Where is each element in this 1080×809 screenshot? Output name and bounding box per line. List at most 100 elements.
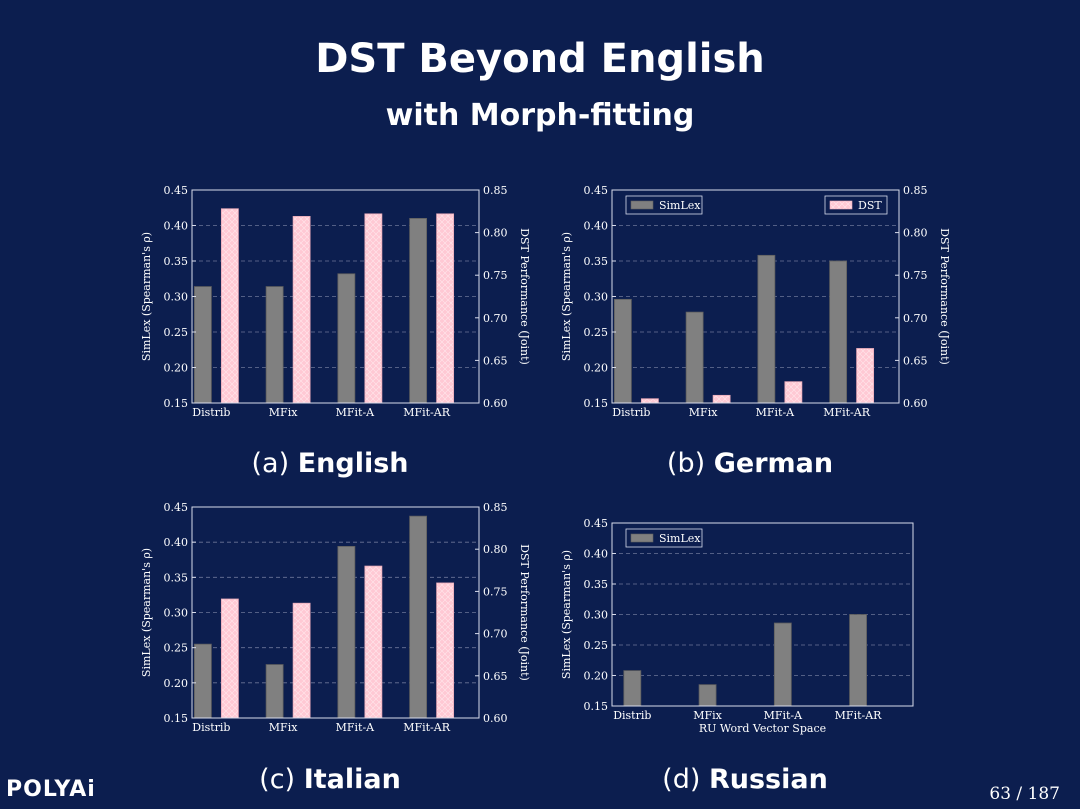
simlex-bar	[623, 670, 642, 707]
y-tick-label: 0.45	[584, 184, 609, 197]
legend-label: SimLex	[659, 532, 701, 545]
y-tick-label: 0.25	[164, 326, 189, 339]
chart-english: 0.15 0.20 0.25 0.30 0.35 0.40 0.45 SimLex (Spea…	[140, 184, 531, 419]
legend-box	[824, 195, 888, 215]
caption-name: Italian	[303, 764, 401, 795]
y-tick-label: 0.25	[584, 639, 609, 652]
y-tick-label: 0.45	[584, 517, 609, 530]
simlex-bar	[409, 515, 428, 719]
y-tick-label: 0.15	[584, 700, 609, 713]
dst-bar	[364, 213, 383, 404]
y2-tick-label: 0.65	[903, 354, 928, 367]
caption-prefix: (c)	[259, 764, 296, 795]
x-tick-label: Distrib	[613, 709, 651, 722]
legend-simlex: SimLex	[625, 195, 703, 215]
y-tick-label: 0.15	[584, 397, 609, 410]
y-tick-label: 0.30	[164, 291, 189, 304]
y2-tick-label: 0.85	[903, 184, 928, 197]
x-tick-label: MFit-AR	[835, 709, 882, 722]
slide-title: DST Beyond English	[315, 36, 765, 82]
x-tick-label: Distrib	[612, 406, 650, 419]
legend-box	[625, 195, 703, 215]
caption-german: (b) German	[550, 448, 950, 479]
y2-tick-label: 0.75	[483, 269, 508, 282]
x-tick-label: MFit-A	[756, 406, 796, 419]
y2-tick-label: 0.75	[903, 269, 928, 282]
dst-bar	[712, 394, 731, 404]
y-tick-label: 0.40	[164, 536, 189, 549]
y2-tick-label: 0.85	[483, 184, 508, 197]
y2-tick-label: 0.60	[483, 397, 508, 410]
legend-label: DST	[858, 199, 882, 212]
y2-tick-label: 0.80	[483, 543, 508, 556]
y2-tick-label: 0.60	[903, 397, 928, 410]
x-tick-label: MFit-AR	[823, 406, 870, 419]
y2-tick-label: 0.65	[483, 354, 508, 367]
caption-name: English	[297, 448, 409, 479]
x-tick-label: MFix	[693, 709, 722, 722]
simlex-bar	[265, 664, 284, 719]
y-tick-label: 0.35	[164, 571, 189, 584]
simlex-bar	[613, 298, 632, 404]
x-tick-label: MFix	[269, 406, 298, 419]
x-tick-label: MFit-A	[764, 709, 804, 722]
y2-axis-label: DST Performance (Joint)	[518, 544, 531, 681]
simlex-bar	[409, 218, 428, 404]
y2-tick-label: 0.60	[483, 712, 508, 725]
x-tick-label: Distrib	[192, 721, 230, 734]
simlex-bar	[337, 273, 356, 404]
y-tick-label: 0.30	[164, 607, 189, 620]
y2-tick-label: 0.70	[903, 312, 928, 325]
caption-english: (a) English	[130, 448, 530, 479]
x-tick-label: MFix	[269, 721, 298, 734]
chart-german: 0.15 0.20 0.25 0.30 0.35 0.40 0.45 SimLex (Spea…	[560, 184, 951, 419]
y2-tick-label: 0.80	[903, 227, 928, 240]
y-tick-label: 0.20	[164, 677, 189, 690]
x-tick-label: Distrib	[192, 406, 230, 419]
dst-bar	[292, 602, 311, 719]
simlex-bar	[773, 622, 792, 707]
dst-bar	[220, 208, 239, 404]
legend-box	[625, 528, 703, 548]
y-tick-label: 0.45	[164, 501, 189, 514]
caption-prefix: (b)	[666, 448, 706, 479]
y-tick-label: 0.25	[584, 326, 609, 339]
y2-tick-label: 0.70	[483, 628, 508, 641]
chart-italian: 0.15 0.20 0.25 0.30 0.35 0.40 0.45 SimLex (Spea…	[140, 501, 531, 734]
x-tick-label: MFit-AR	[403, 721, 450, 734]
caption-russian: (d) Russian	[545, 764, 945, 795]
legend-swatch	[630, 533, 654, 543]
slide-subtitle: with Morph-fitting	[385, 98, 695, 133]
caption-prefix: (a)	[251, 448, 290, 479]
dst-bar	[364, 565, 383, 719]
caption-prefix: (d)	[662, 764, 701, 795]
caption-italian: (c) Italian	[130, 764, 530, 795]
y-tick-label: 0.45	[164, 184, 189, 197]
y-tick-label: 0.20	[164, 362, 189, 375]
simlex-bar	[685, 311, 704, 404]
y2-tick-label: 0.75	[483, 585, 508, 598]
y2-axis-label: DST Performance (Joint)	[938, 228, 951, 365]
simlex-bar	[849, 614, 867, 707]
x-axis-label: RU Word Vector Space	[699, 722, 826, 735]
y-tick-label: 0.30	[584, 609, 609, 622]
legend-simlex: SimLex	[625, 528, 703, 548]
x-tick-label: MFit-A	[336, 721, 376, 734]
legend-dst: DST	[824, 195, 888, 215]
y-tick-label: 0.35	[584, 578, 609, 591]
simlex-bar	[193, 286, 212, 404]
dst-bar	[640, 398, 659, 404]
y-tick-label: 0.40	[584, 220, 609, 233]
dst-bar	[220, 598, 239, 719]
y2-tick-label: 0.80	[483, 227, 508, 240]
y2-tick-label: 0.65	[483, 670, 508, 683]
y-tick-label: 0.20	[584, 670, 609, 683]
dst-bar	[436, 213, 455, 404]
y2-axis-label: DST Performance (Joint)	[518, 228, 531, 365]
y-tick-label: 0.40	[584, 548, 609, 561]
x-tick-label: MFit-AR	[403, 406, 450, 419]
caption-name: Russian	[708, 764, 828, 795]
simlex-bar	[757, 254, 776, 404]
caption-name: German	[713, 448, 834, 479]
y-axis-label: SimLex (Spearman's ρ)	[140, 232, 153, 361]
